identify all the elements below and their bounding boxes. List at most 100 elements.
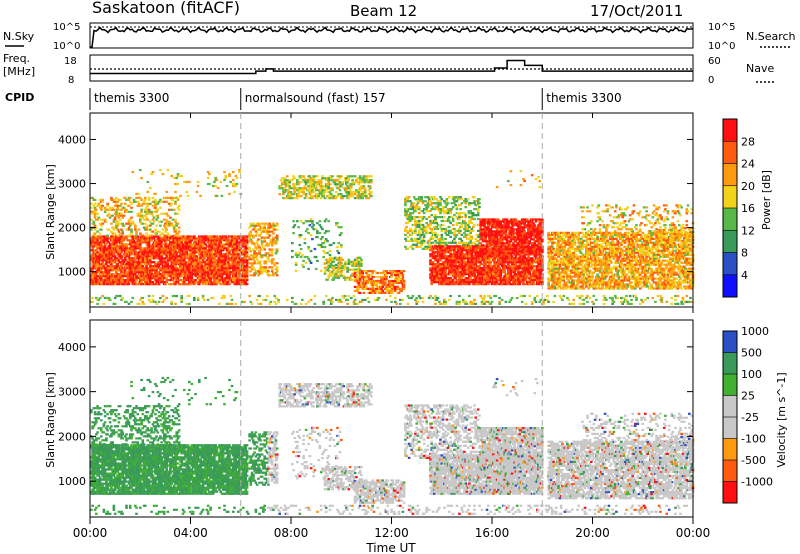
scatter-cell [134,224,137,227]
scatter-cell [355,277,358,281]
scatter-cell [459,259,462,262]
scatter-cell [412,239,416,242]
scatter-cell [358,193,362,196]
scatter-cell [177,257,181,260]
scatter-cell [255,254,259,257]
scatter-cell [451,227,455,231]
scatter-cell [453,237,456,240]
scatter-cell [259,264,263,267]
scatter-cell [335,266,338,269]
scatter-cell [110,269,113,272]
scatter-cell [458,216,461,219]
scatter-cell [292,226,295,229]
scatter-cell [424,227,427,231]
scatter-cell [456,281,460,284]
scatter-cell [316,181,319,184]
scatter-cell [405,196,408,199]
scatter-cell [245,283,249,286]
scatter-cell [311,195,314,198]
scatter-cell [112,267,116,270]
scatter-cell [280,177,284,180]
scatter-cell [353,264,357,267]
scatter-cell [284,197,288,200]
scatter-cell [326,240,329,243]
scatter-cell [441,277,445,280]
scatter-cell [347,193,351,196]
scatter-cell [164,237,167,240]
scatter-cell [454,267,457,270]
scatter-cell [307,247,310,251]
scatter-cell [101,261,104,264]
scatter-cell [135,271,138,274]
scatter-cell [478,206,481,209]
scatter-cell [238,249,241,252]
scatter-cell [225,279,229,282]
scatter-cell [172,267,176,270]
scatter-cell [220,261,224,264]
scatter-cell [306,228,309,231]
nsky-panel-frame [89,22,694,49]
scatter-cell [103,249,107,252]
scatter-cell [184,263,187,266]
scatter-cell [455,257,459,260]
scatter-cell [273,264,276,267]
scatter-cell [409,216,412,219]
scatter-cell [253,250,256,253]
scatter-cell [439,212,442,215]
scatter-cell [288,181,292,184]
scatter-cell [91,249,94,252]
scatter-cell [394,289,397,292]
scatter-cell [347,175,351,178]
scatter-cell [455,221,459,225]
scatter-cell [150,239,153,242]
scatter-cell [228,275,231,278]
scatter-cell [450,241,454,244]
freq-tick-bottom: 8 [68,75,74,86]
scatter-cell [389,289,392,292]
scatter-cell [429,267,432,270]
scatter-cell [194,247,197,250]
scatter-cell [161,228,165,231]
scatter-cell [316,232,319,235]
scatter-cell [355,189,358,192]
scatter-cell [445,267,449,270]
scatter-cell [126,222,129,225]
scatter-cell [179,273,182,276]
scatter-cell [321,175,324,178]
scatter-cell [463,219,466,223]
scatter-cell [100,218,103,221]
scatter-cell [174,218,177,221]
scatter-cell [471,229,475,232]
scatter-cell [235,279,239,282]
scatter-cell [147,196,151,199]
scatter-cell [188,263,191,266]
scatter-cell [343,266,347,269]
scatter-cell [417,237,421,240]
scatter-cell [451,265,455,268]
scatter-cell [93,224,97,227]
scatter-cell [446,233,450,236]
scatter-cell [370,273,373,277]
scatter-cell [175,267,178,270]
scatter-cell [358,279,362,283]
scatter-cell [120,241,123,244]
scatter-cell [164,226,167,229]
scatter-cell [438,216,441,219]
scatter-cell [136,200,140,203]
scatter-cell [274,252,278,255]
scatter-cell [371,291,374,294]
scatter-cell [156,267,160,270]
scatter-cell [316,222,319,225]
scatter-cell [140,263,143,266]
scatter-cell [117,208,121,211]
scatter-cell [98,232,102,235]
scatter-cell [191,259,195,262]
scatter-cell [206,271,210,274]
scatter-cell [272,274,275,277]
scatter-cell [405,229,408,232]
scatter-cell [152,267,156,270]
scatter-cell [358,264,362,267]
scatter-cell [464,216,467,219]
scatter-cell [469,219,472,223]
